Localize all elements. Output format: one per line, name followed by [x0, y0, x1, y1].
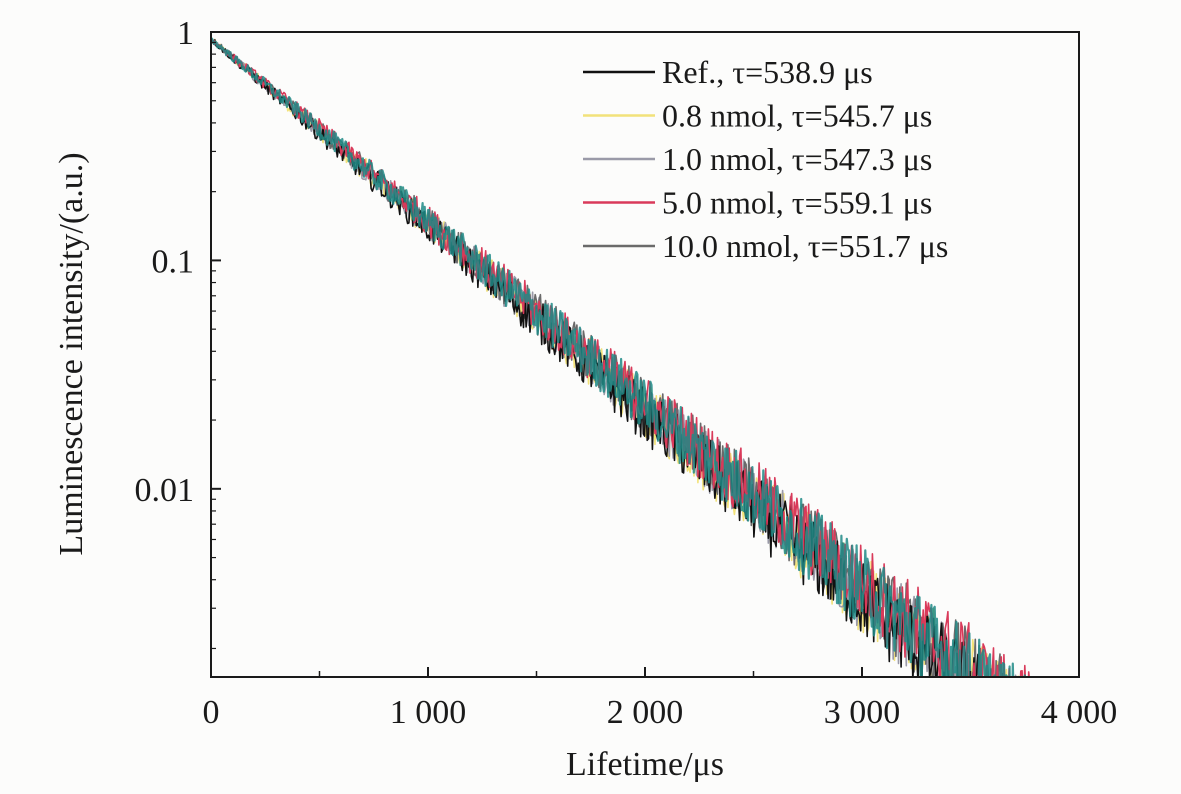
x-tick-label: 4 000: [1041, 694, 1118, 731]
y-tick-label: 0.1: [152, 243, 195, 280]
legend-lifetime-value: τ=551.7 μs: [808, 228, 949, 264]
legend-series-name: 5.0 nmol,: [662, 185, 792, 221]
plot-background: [211, 32, 1079, 677]
y-axis-title: Luminescence intensity/(a.u.): [53, 152, 90, 555]
y-axis: 1 0.1 0.01: [135, 15, 221, 650]
x-axis: 0 1 000 2 000 3 000 4 000: [203, 667, 1118, 731]
y-tick-label: 1: [177, 15, 194, 52]
series-layer: [211, 37, 1030, 677]
legend-label: 1.0 nmol, τ=547.3 μs: [662, 141, 932, 177]
legend-series-name: Ref.,: [662, 54, 732, 90]
legend-label: 5.0 nmol, τ=559.1 μs: [662, 185, 932, 221]
x-tick-label: 1 000: [390, 694, 467, 731]
x-axis-title: Lifetime/μs: [566, 746, 724, 783]
legend-series-name: 1.0 nmol,: [662, 141, 792, 177]
legend-label: 10.0 nmol, τ=551.7 μs: [662, 228, 948, 264]
legend-item: Ref., τ=538.9 μs: [583, 54, 873, 90]
legend-item: 1.0 nmol, τ=547.3 μs: [583, 141, 932, 177]
legend-series-name: 10.0 nmol,: [662, 228, 808, 264]
legend-lifetime-value: τ=547.3 μs: [792, 141, 933, 177]
legend-item: 0.8 nmol, τ=545.7 μs: [583, 98, 932, 134]
legend-lifetime-value: τ=538.9 μs: [732, 54, 873, 90]
x-tick-label: 3 000: [824, 694, 901, 731]
legend-lifetime-value: τ=545.7 μs: [792, 98, 933, 134]
legend-item: 5.0 nmol, τ=559.1 μs: [583, 185, 932, 221]
series-overlay-line: [211, 37, 1026, 677]
legend-item: 10.0 nmol, τ=551.7 μs: [583, 228, 948, 264]
legend-series-name: 0.8 nmol,: [662, 98, 792, 134]
legend: Ref., τ=538.9 μs0.8 nmol, τ=545.7 μs1.0 …: [583, 54, 948, 264]
legend-lifetime-value: τ=559.1 μs: [792, 185, 933, 221]
legend-label: Ref., τ=538.9 μs: [662, 54, 873, 90]
x-tick-label: 0: [203, 694, 220, 731]
y-tick-label: 0.01: [135, 472, 195, 509]
x-tick-label: 2 000: [607, 694, 684, 731]
legend-label: 0.8 nmol, τ=545.7 μs: [662, 98, 932, 134]
